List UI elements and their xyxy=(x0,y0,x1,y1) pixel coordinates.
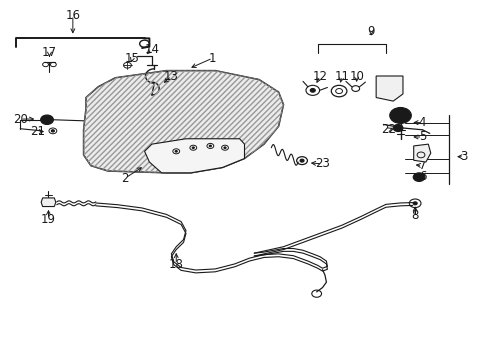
Circle shape xyxy=(209,145,211,147)
Circle shape xyxy=(51,130,54,132)
Text: 16: 16 xyxy=(65,9,80,22)
Circle shape xyxy=(300,159,304,162)
Text: 1: 1 xyxy=(209,51,216,64)
Text: 10: 10 xyxy=(348,69,364,82)
Circle shape xyxy=(389,108,410,123)
Circle shape xyxy=(412,202,416,205)
Polygon shape xyxy=(375,76,402,101)
Circle shape xyxy=(192,147,194,148)
Circle shape xyxy=(412,173,424,181)
Polygon shape xyxy=(144,139,244,173)
Text: 15: 15 xyxy=(124,51,140,64)
Text: 4: 4 xyxy=(418,116,426,129)
Text: 12: 12 xyxy=(312,69,327,82)
Text: 2: 2 xyxy=(121,172,128,185)
Circle shape xyxy=(41,115,53,125)
Circle shape xyxy=(224,147,225,148)
Text: 19: 19 xyxy=(41,213,56,226)
Text: 22: 22 xyxy=(380,123,395,136)
Text: 7: 7 xyxy=(418,159,426,172)
Text: 5: 5 xyxy=(418,130,426,144)
Circle shape xyxy=(310,89,315,92)
Text: 9: 9 xyxy=(367,25,374,38)
Polygon shape xyxy=(41,198,56,207)
Text: 13: 13 xyxy=(163,69,179,82)
Text: 3: 3 xyxy=(459,150,467,163)
Text: 23: 23 xyxy=(314,157,329,170)
Circle shape xyxy=(175,150,177,152)
Text: 20: 20 xyxy=(13,113,28,126)
Polygon shape xyxy=(83,71,283,173)
Text: 6: 6 xyxy=(418,170,426,183)
Circle shape xyxy=(392,125,402,132)
Text: 21: 21 xyxy=(30,125,45,138)
Text: 8: 8 xyxy=(410,210,418,222)
Text: 17: 17 xyxy=(42,46,57,59)
Text: 11: 11 xyxy=(334,69,349,82)
Text: 18: 18 xyxy=(168,258,183,271)
Polygon shape xyxy=(413,144,430,162)
Text: 14: 14 xyxy=(144,42,159,55)
